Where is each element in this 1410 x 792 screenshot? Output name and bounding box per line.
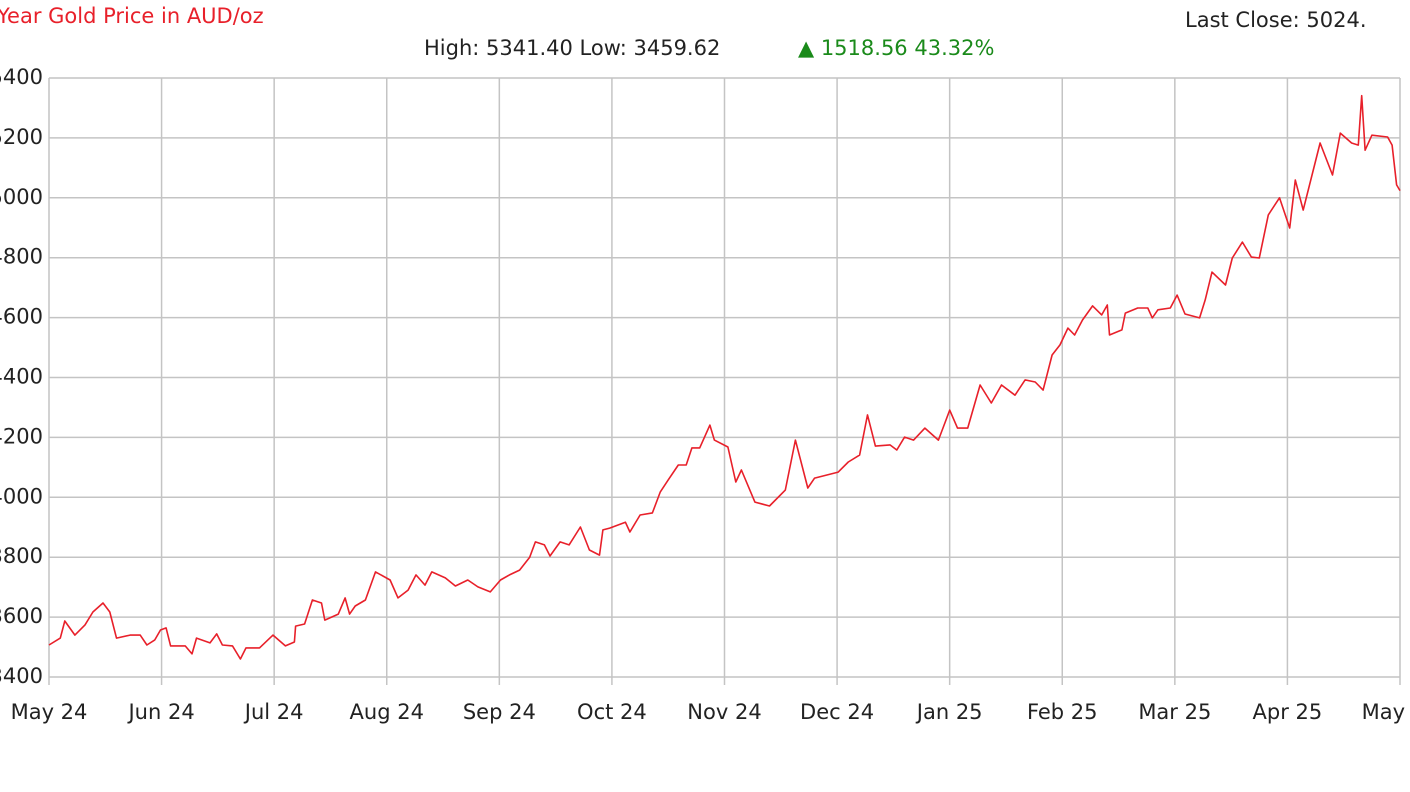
y-tick-label: 3800	[0, 544, 43, 568]
y-tick-label: 5400	[0, 65, 43, 89]
x-tick-label: Dec 24	[800, 700, 874, 724]
y-tick-label: 4200	[0, 424, 43, 448]
y-tick-label: 3400	[0, 664, 43, 688]
stats: High: 5341.40 Low: 3459.62	[424, 36, 720, 60]
x-tick-label: Nov 24	[687, 700, 761, 724]
x-tick-label: Apr 25	[1253, 700, 1323, 724]
y-tick-label: 4600	[0, 305, 43, 329]
price-line	[48, 94, 1401, 660]
x-tick-label: Oct 24	[577, 700, 647, 724]
y-tick-label: 4400	[0, 365, 43, 389]
x-tick-label: Aug 24	[350, 700, 424, 724]
chart-title: Year Gold Price in AUD/oz	[0, 4, 264, 28]
last-close: Last Close: 5024.	[1185, 8, 1367, 32]
y-tick-label: 5000	[0, 185, 43, 209]
x-tick-label: Jun 24	[126, 700, 194, 724]
x-tick-label: Mar 25	[1138, 700, 1211, 724]
y-tick-label: 4800	[0, 245, 43, 269]
x-tick-label: May 25	[1362, 700, 1410, 724]
y-tick-label: 5200	[0, 125, 43, 149]
change: ▲ 1518.56 43.32%	[798, 36, 994, 60]
x-tick-label: Jul 24	[243, 700, 304, 724]
x-tick-label: Sep 24	[463, 700, 536, 724]
x-tick-label: May 24	[11, 700, 88, 724]
y-tick-label: 3600	[0, 604, 43, 628]
x-tick-label: Feb 25	[1027, 700, 1098, 724]
y-tick-label: 4000	[0, 484, 43, 508]
x-tick-label: Jan 25	[915, 700, 983, 724]
